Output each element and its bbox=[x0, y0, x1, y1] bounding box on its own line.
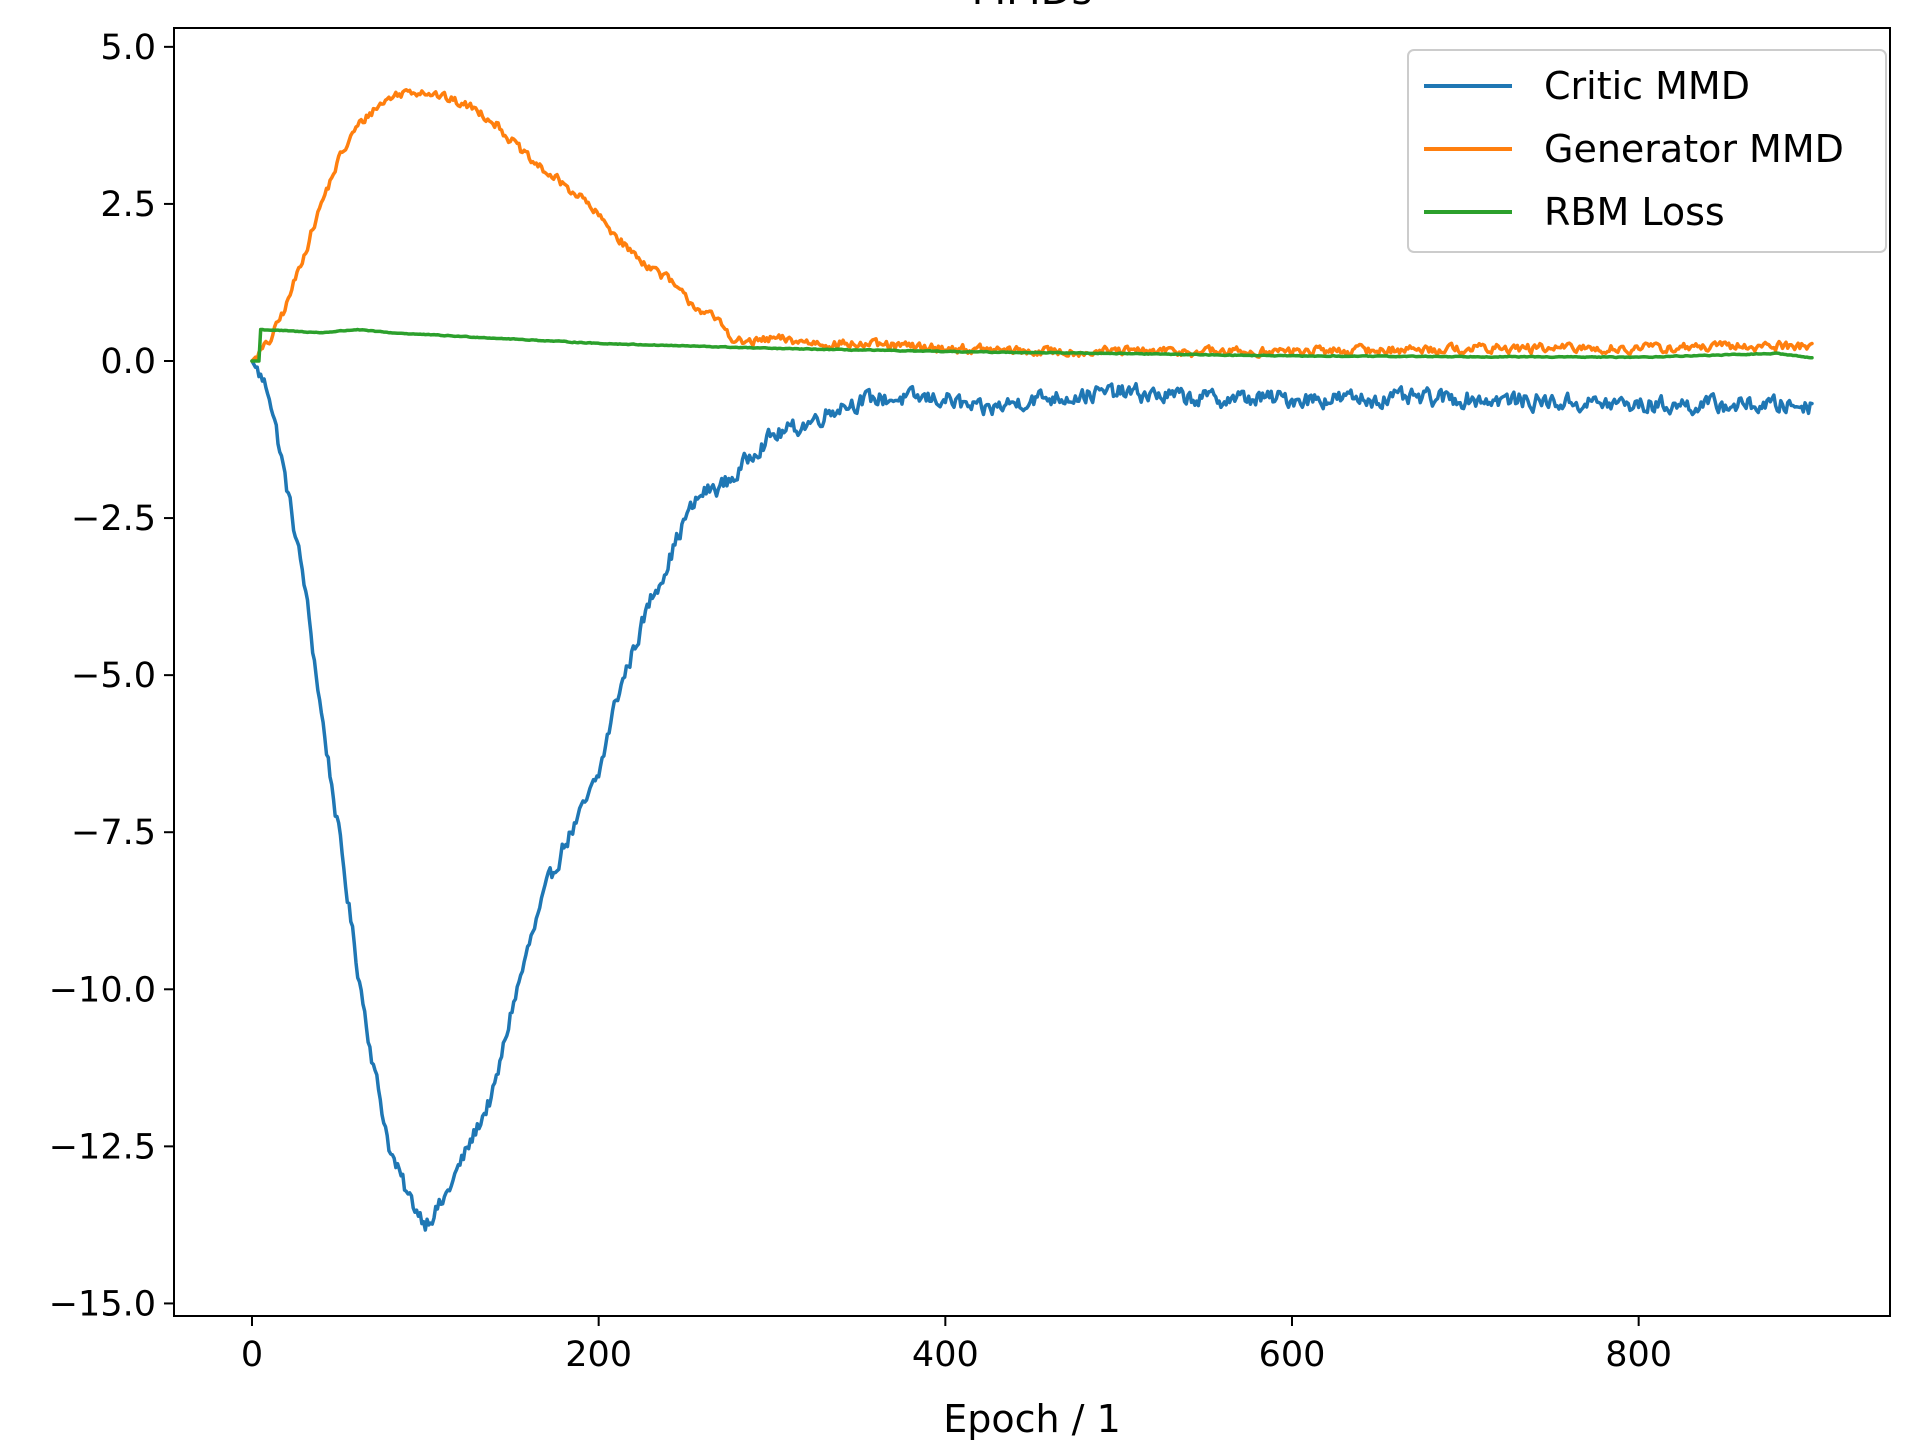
y-tick-label: −12.5 bbox=[49, 1127, 156, 1167]
series-layer bbox=[250, 88, 1814, 1232]
y-tick-label: −10.0 bbox=[49, 970, 156, 1010]
y-tick-label: −15.0 bbox=[49, 1284, 156, 1324]
x-tick-label: 800 bbox=[1605, 1335, 1672, 1375]
legend-label: Critic MMD bbox=[1544, 64, 1750, 108]
x-axis-ticks: 0 200 400 600 800 bbox=[241, 1316, 1672, 1375]
y-tick-label: −2.5 bbox=[71, 499, 156, 539]
plot-frame bbox=[173, 27, 1891, 1317]
series-line-rbm-loss bbox=[250, 327, 1814, 363]
x-tick-label: 400 bbox=[912, 1335, 979, 1375]
series-line-critic-mmd bbox=[250, 359, 1814, 1232]
y-tick-label: 2.5 bbox=[100, 185, 156, 225]
y-tick-label: −5.0 bbox=[71, 656, 156, 696]
y-axis-ticks: 5.0 2.5 0.0 −2.5 −5.0 −7.5 −10.0 −12.5 −15.0 bbox=[49, 28, 174, 1324]
x-tick-label: 600 bbox=[1259, 1335, 1326, 1375]
legend-box bbox=[1407, 49, 1887, 253]
y-tick-label: 0.0 bbox=[100, 342, 156, 382]
y-tick-label: 5.0 bbox=[100, 28, 156, 68]
x-tick-label: 0 bbox=[241, 1335, 263, 1375]
legend-label: Generator MMD bbox=[1544, 127, 1844, 171]
chart-title: MMDs bbox=[972, 0, 1093, 14]
x-tick-label: 200 bbox=[565, 1335, 632, 1375]
x-axis-label: Epoch / 1 bbox=[943, 1397, 1121, 1440]
legend-label: RBM Loss bbox=[1544, 190, 1725, 234]
legend: Critic MMD Generator MMD RBM Loss bbox=[1407, 49, 1887, 253]
y-tick-label: −7.5 bbox=[71, 813, 156, 853]
